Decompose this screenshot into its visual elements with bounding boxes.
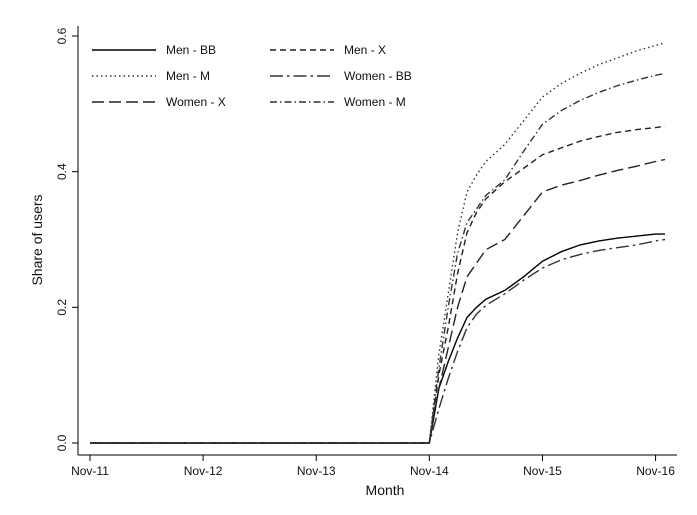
series-line-4 <box>90 238 666 444</box>
y-tick-label: 0.2 <box>55 299 69 316</box>
y-tick-label: 0.4 <box>55 163 69 180</box>
x-tick-label: Nov-16 <box>636 464 675 478</box>
x-tick-label: Nov-13 <box>297 464 336 478</box>
y-axis-title: Share of users <box>29 194 45 285</box>
y-tick-label: 0.0 <box>55 434 69 451</box>
series-line-5 <box>90 158 666 444</box>
x-tick-label: Nov-14 <box>410 464 449 478</box>
legend: Men - BB Men - X Men - M Women - BB Women - … <box>92 43 412 109</box>
series-line-1 <box>90 233 665 444</box>
legend-label: Women - BB <box>344 69 412 83</box>
legend-label: Women - X <box>166 95 226 109</box>
x-tick-label: Nov-15 <box>523 464 562 478</box>
x-tick-label: Nov-12 <box>184 464 223 478</box>
x-tick-label: Nov-11 <box>71 464 109 478</box>
legend-label: Men - M <box>166 69 210 83</box>
x-axis-title: Month <box>366 482 405 498</box>
axes: Nov-11 Nov-12 Nov-13 Nov-14 Nov-15 Nov-16 0.0 0… <box>55 26 677 478</box>
y-tick-label: 0.6 <box>55 27 69 44</box>
legend-label: Women - M <box>344 95 406 109</box>
legend-label: Men - X <box>344 43 386 57</box>
series-line-6 <box>90 72 666 444</box>
legend-label: Men - BB <box>166 43 216 57</box>
series-line-2 <box>90 125 666 444</box>
plot-lines <box>90 42 666 444</box>
